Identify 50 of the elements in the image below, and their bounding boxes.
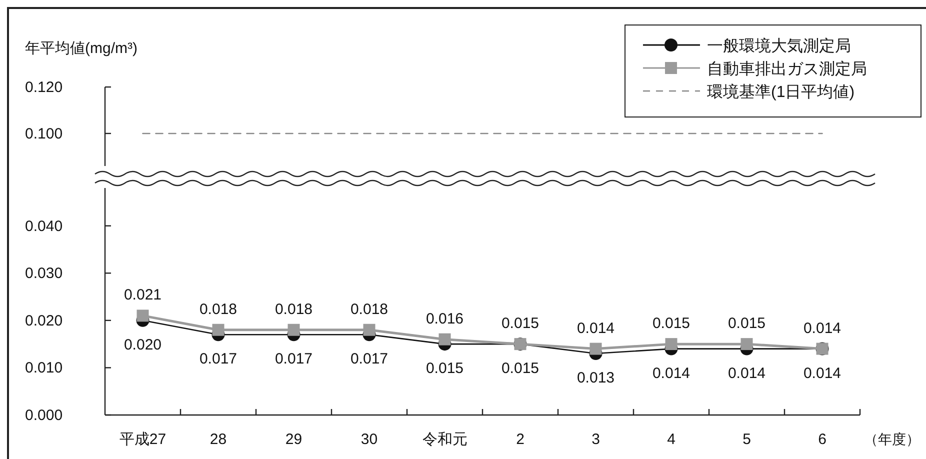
y-tick-label: 0.100	[25, 125, 63, 142]
x-tick-label: 2	[516, 431, 524, 448]
x-tick-label: 29	[285, 431, 302, 448]
x-tick-label: 4	[667, 431, 676, 448]
data-label: 0.015	[652, 315, 690, 332]
data-label: 0.014	[576, 320, 615, 337]
data-label: 0.015	[426, 360, 464, 378]
y-tick-label: 0.000	[25, 407, 63, 424]
data-label: 0.018	[199, 300, 238, 318]
data-label: 0.018	[274, 300, 313, 318]
data-label: 0.014	[728, 364, 766, 382]
data-label: 0.014	[652, 364, 690, 382]
x-axis-title: （年度）	[864, 431, 920, 447]
point	[363, 324, 376, 336]
y-tick-label: 0.120	[25, 79, 63, 96]
y-tick-label: 0.030	[25, 265, 63, 282]
text: 環境基準(1日平均値)	[707, 84, 855, 101]
data-label: 0.017	[199, 350, 238, 368]
point	[665, 338, 678, 350]
data-label: 0.014	[803, 364, 842, 382]
data-label: 0.015	[501, 315, 540, 332]
x-tick-label: 30	[360, 431, 378, 448]
point	[740, 338, 753, 350]
x-tick-label: 令和元	[422, 431, 468, 448]
point	[136, 310, 149, 322]
x-tick-label: 6	[818, 431, 826, 448]
data-label: 0.015	[728, 315, 766, 332]
data-label: 0.013	[576, 370, 615, 387]
legend-label: 一般環境大気測定局	[707, 37, 851, 55]
point	[590, 342, 602, 355]
x-tick-label: 平成27	[119, 431, 166, 448]
point	[288, 324, 300, 336]
y-tick-label: 0.040	[25, 218, 63, 235]
data-label: 0.017	[274, 350, 313, 368]
data-label: 0.014	[803, 320, 842, 337]
y-tick-label: 0.020	[25, 312, 63, 330]
data-label: 0.017	[350, 350, 388, 368]
point	[212, 324, 224, 336]
x-tick-label: 28	[210, 431, 227, 448]
point	[438, 333, 451, 346]
data-label: 0.020	[124, 336, 162, 354]
legend-label: 自動車排出ガス測定局	[707, 60, 867, 78]
y-axis-title: 年平均値(mg/m³)	[25, 40, 138, 57]
x-tick-label: 5	[742, 431, 751, 448]
data-label: 0.016	[426, 310, 464, 328]
y-tick-label: 0.010	[25, 360, 63, 377]
data-label: 0.018	[350, 300, 388, 318]
data-label: 0.015	[501, 360, 540, 378]
x-tick-label: 3	[592, 431, 600, 448]
data-label: 0.021	[124, 286, 162, 304]
